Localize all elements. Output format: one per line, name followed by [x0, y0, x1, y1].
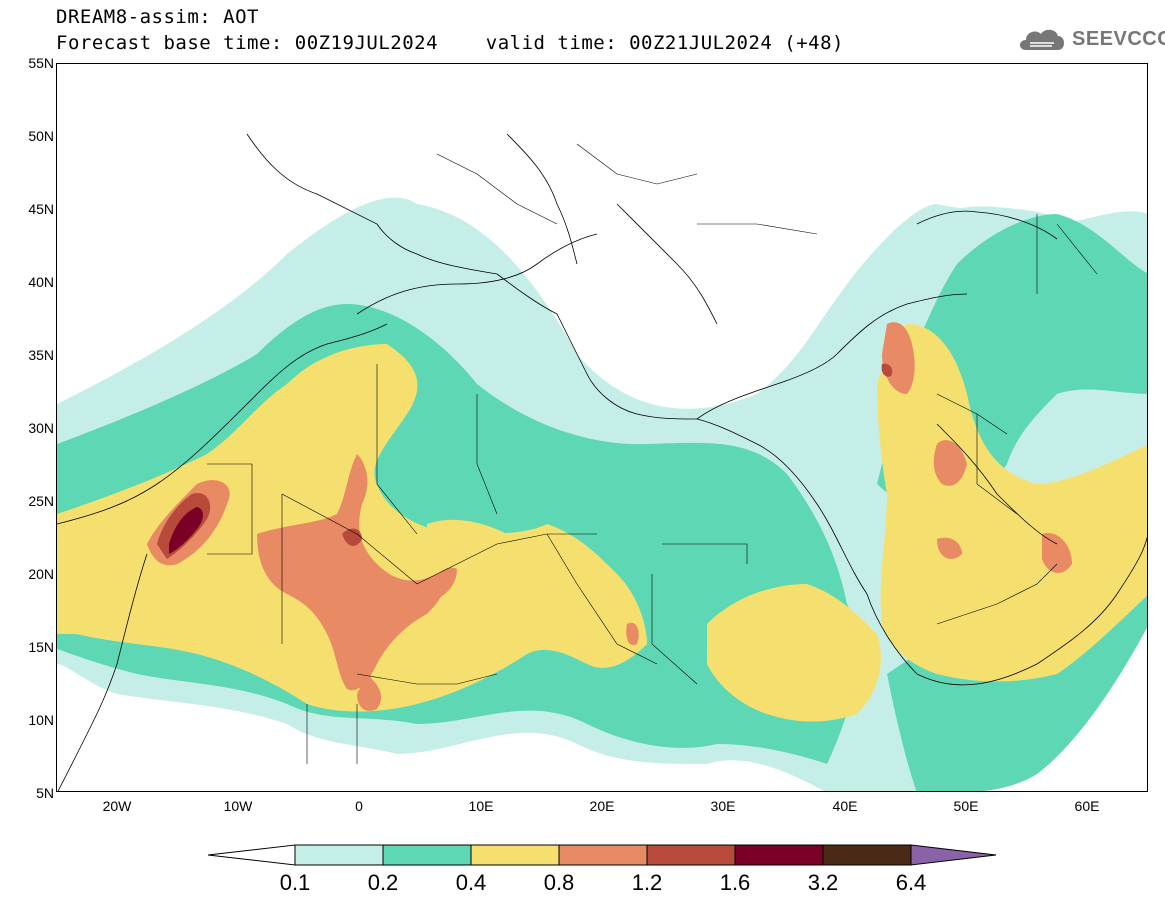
- map-subtitle: Forecast base time: 00Z19JUL2024 valid t…: [56, 32, 844, 54]
- lat-label: 55N: [28, 55, 54, 71]
- colorbar-label: 0.1: [279, 870, 311, 895]
- aot-band-1.6: [169, 507, 203, 554]
- lat-label: 20N: [28, 566, 54, 582]
- lat-label: 35N: [28, 347, 54, 363]
- colorbar-label: 0.8: [543, 870, 575, 895]
- logo-text: SEEVCCC: [1072, 27, 1165, 50]
- colorbar: [208, 844, 997, 866]
- lat-label: 5N: [36, 785, 54, 801]
- lat-label: 40N: [28, 274, 54, 290]
- colorbar-label: 0.4: [455, 870, 487, 895]
- lon-label: 20E: [589, 798, 615, 814]
- colorbar-label: 0.2: [367, 870, 399, 895]
- colorbar-label: 1.6: [719, 870, 751, 895]
- colorbar-label: 1.2: [631, 870, 663, 895]
- lat-label: 25N: [28, 493, 54, 509]
- seevccc-logo: SEEVCCC: [1016, 22, 1165, 56]
- lon-label: 30E: [710, 798, 736, 814]
- lat-label: 15N: [28, 639, 54, 655]
- lon-label: 10E: [468, 798, 494, 814]
- colorbar-segment: [470, 844, 560, 866]
- lat-label: 45N: [28, 201, 54, 217]
- colorbar-label: 6.4: [895, 870, 927, 895]
- aot-field: [57, 133, 1147, 791]
- colorbar-segment: [646, 844, 736, 866]
- borders: [207, 143, 1098, 764]
- lon-label: 50E: [953, 798, 979, 814]
- colorbar-label: 3.2: [807, 870, 839, 895]
- colorbar-segment: [558, 844, 648, 866]
- map-title: DREAM8-assim: AOT: [56, 6, 259, 28]
- colorbar-segment: [822, 844, 912, 866]
- lon-label: 40E: [832, 798, 858, 814]
- lat-label: 10N: [28, 712, 54, 728]
- lon-label: 0: [355, 798, 363, 814]
- colorbar-high-arrow: [910, 844, 997, 866]
- lon-label: 20W: [102, 798, 132, 814]
- lon-label: 10W: [223, 798, 253, 814]
- colorbar-segment: [382, 844, 472, 866]
- colorbar-segment: [734, 844, 824, 866]
- lat-label: 50N: [28, 128, 54, 144]
- coastlines: [57, 133, 1147, 791]
- lon-label: 60E: [1074, 798, 1100, 814]
- aot-map: [56, 63, 1148, 792]
- lat-label: 30N: [28, 420, 54, 436]
- colorbar-low-arrow: [208, 844, 296, 866]
- colorbar-segment: [294, 844, 384, 866]
- cloud-icon: [1020, 29, 1064, 50]
